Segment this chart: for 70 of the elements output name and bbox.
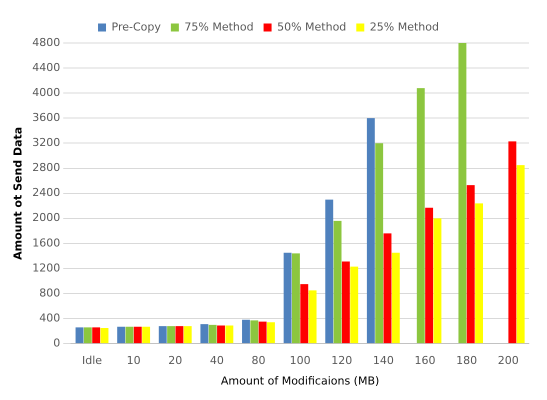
bar (366, 118, 375, 344)
y-tick-label: 1200 (32, 261, 60, 274)
bar (84, 327, 92, 344)
x-tick-label: 100 (290, 354, 311, 368)
bar (300, 284, 308, 344)
bar (258, 322, 267, 344)
bar (250, 320, 258, 344)
bar (466, 185, 475, 344)
bar (325, 200, 334, 344)
bar (350, 266, 358, 344)
bar (425, 208, 434, 344)
x-tick-label: 120 (331, 354, 352, 368)
bar (458, 43, 466, 344)
x-tick-label: 160 (414, 354, 436, 368)
bar (334, 220, 342, 344)
y-tick-label: 2800 (32, 161, 60, 174)
bar (416, 88, 425, 344)
y-tick-label: 3600 (32, 111, 60, 124)
x-tick-label: 40 (210, 354, 224, 368)
bar (516, 165, 525, 344)
x-axis-title: Amount of Modificaions (MB) (220, 374, 380, 388)
y-axis-title: Amount ot Send Data (11, 126, 24, 260)
bar (342, 262, 350, 344)
bar (117, 326, 126, 344)
y-tick-label: 2400 (32, 186, 60, 200)
y-tick-label: 0 (53, 336, 60, 350)
bar (184, 326, 192, 344)
bar (384, 233, 392, 344)
bar (126, 326, 134, 344)
y-tick-label: 4000 (32, 86, 60, 99)
bar (433, 218, 442, 344)
x-tick-label: 180 (456, 354, 478, 368)
y-tick-label: 1600 (32, 236, 60, 250)
x-tick-label: Idle (82, 354, 102, 368)
bar (158, 326, 167, 344)
bar (308, 290, 317, 344)
bar (134, 326, 142, 344)
y-tick-label: 4400 (32, 60, 60, 74)
bar (200, 324, 208, 344)
bar (475, 203, 484, 344)
legend-label: 50% Method (277, 20, 346, 34)
y-tick-label: 800 (39, 286, 60, 300)
bar (267, 322, 275, 344)
bar (242, 320, 250, 344)
legend-label: 25% Method (370, 20, 439, 34)
y-tick-label: 2000 (32, 211, 60, 224)
bar (392, 252, 400, 344)
x-tick-label: 10 (126, 354, 141, 368)
bar (225, 325, 234, 344)
y-tick-label: 3200 (32, 136, 60, 150)
bar (292, 253, 300, 344)
bar (208, 324, 217, 344)
bar (92, 327, 100, 344)
x-tick-label: 140 (372, 354, 394, 368)
bar (508, 141, 516, 344)
bar (167, 326, 176, 344)
bar (175, 326, 184, 344)
bar (284, 252, 292, 344)
y-tick-label: 4800 (32, 36, 60, 49)
x-tick-label: 20 (168, 354, 182, 368)
legend-label: Pre-Copy (112, 20, 162, 34)
legend-label: 75% Method (184, 20, 254, 34)
x-tick-label: 80 (251, 354, 266, 368)
bar (217, 325, 225, 344)
y-tick-label: 400 (39, 311, 60, 324)
x-tick-label: 200 (498, 354, 519, 368)
bar (100, 328, 108, 344)
bar (375, 143, 384, 344)
bar (76, 327, 84, 344)
bar (142, 326, 150, 344)
